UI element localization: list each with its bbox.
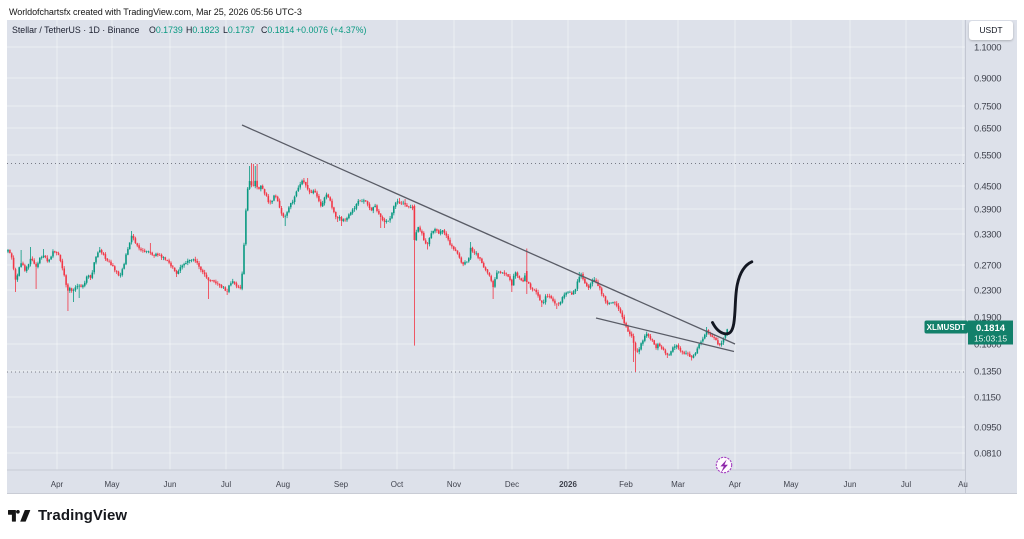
- svg-text:0.4500: 0.4500: [974, 182, 1001, 193]
- svg-text:15:03:15: 15:03:15: [974, 334, 1007, 344]
- svg-text:0.0810: 0.0810: [974, 449, 1001, 460]
- svg-text:May: May: [104, 480, 119, 489]
- svg-text:Au: Au: [958, 480, 968, 489]
- svg-text:May: May: [783, 480, 798, 489]
- svg-text:0.1600: 0.1600: [974, 340, 1001, 351]
- svg-text:Sep: Sep: [334, 480, 349, 489]
- svg-text:Jun: Jun: [844, 480, 857, 489]
- svg-text:0.7500: 0.7500: [974, 102, 1001, 113]
- svg-text:0.1900: 0.1900: [974, 313, 1001, 324]
- svg-text:1.1000: 1.1000: [974, 43, 1001, 54]
- svg-text:Jul: Jul: [221, 480, 231, 489]
- svg-text:0.9000: 0.9000: [974, 74, 1001, 85]
- svg-text:Aug: Aug: [276, 480, 290, 489]
- svg-text:0.1350: 0.1350: [974, 367, 1001, 378]
- svg-text:Feb: Feb: [619, 480, 633, 489]
- svg-text:2026: 2026: [559, 480, 577, 489]
- svg-text:0.1814: 0.1814: [976, 323, 1006, 334]
- svg-text:Oct: Oct: [391, 480, 404, 489]
- svg-text:0.3300: 0.3300: [974, 230, 1001, 241]
- svg-text:Nov: Nov: [447, 480, 461, 489]
- svg-text:Apr: Apr: [729, 480, 742, 489]
- svg-text:XLMUSDT: XLMUSDT: [927, 323, 966, 332]
- svg-text:Jun: Jun: [164, 480, 177, 489]
- svg-text:Jul: Jul: [901, 480, 911, 489]
- svg-text:0.2300: 0.2300: [974, 286, 1001, 297]
- svg-text:0.5500: 0.5500: [974, 151, 1001, 162]
- svg-text:Apr: Apr: [51, 480, 64, 489]
- svg-text:0.3900: 0.3900: [974, 205, 1001, 216]
- svg-text:Dec: Dec: [505, 480, 519, 489]
- svg-text:0.6500: 0.6500: [974, 124, 1001, 135]
- svg-text:Mar: Mar: [671, 480, 685, 489]
- svg-text:0.1150: 0.1150: [974, 393, 1001, 404]
- svg-text:0.0950: 0.0950: [974, 423, 1001, 434]
- svg-text:0.2700: 0.2700: [974, 261, 1001, 272]
